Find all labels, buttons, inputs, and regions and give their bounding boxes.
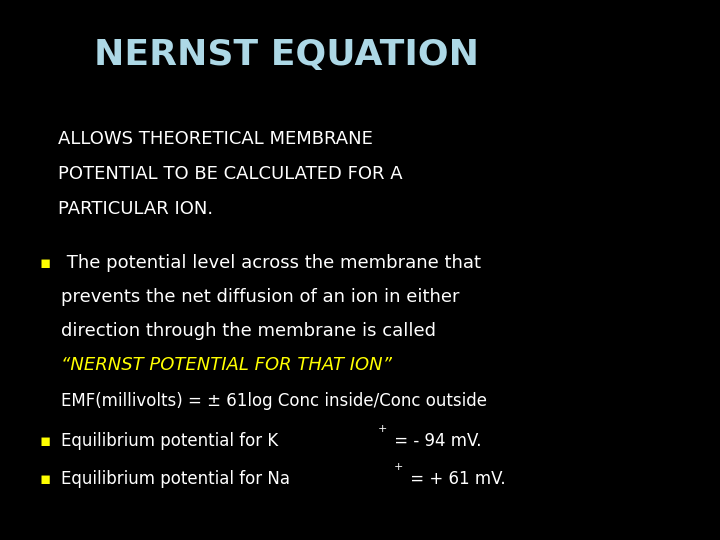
Text: ▪: ▪ [40,432,51,450]
Text: “NERNST POTENTIAL FOR THAT ION”: “NERNST POTENTIAL FOR THAT ION” [61,356,392,374]
Text: Equilibrium potential for Na: Equilibrium potential for Na [61,470,290,488]
Text: direction through the membrane is called: direction through the membrane is called [61,322,436,340]
Text: NERNST EQUATION: NERNST EQUATION [94,38,479,72]
Text: +: + [378,424,387,434]
Text: +: + [394,462,403,472]
Text: = - 94 mV.: = - 94 mV. [389,432,481,450]
Text: POTENTIAL TO BE CALCULATED FOR A: POTENTIAL TO BE CALCULATED FOR A [58,165,402,183]
Text: ▪: ▪ [40,254,51,272]
Text: Equilibrium potential for K: Equilibrium potential for K [61,432,279,450]
Text: ▪: ▪ [40,470,51,488]
Text: = + 61 mV.: = + 61 mV. [405,470,505,488]
Text: EMF(millivolts) = ± 61log Conc inside/Conc outside: EMF(millivolts) = ± 61log Conc inside/Co… [61,392,487,409]
Text: PARTICULAR ION.: PARTICULAR ION. [58,200,212,218]
Text: The potential level across the membrane that: The potential level across the membrane … [61,254,481,272]
Text: ALLOWS THEORETICAL MEMBRANE: ALLOWS THEORETICAL MEMBRANE [58,130,372,147]
Text: prevents the net diffusion of an ion in either: prevents the net diffusion of an ion in … [61,288,459,306]
